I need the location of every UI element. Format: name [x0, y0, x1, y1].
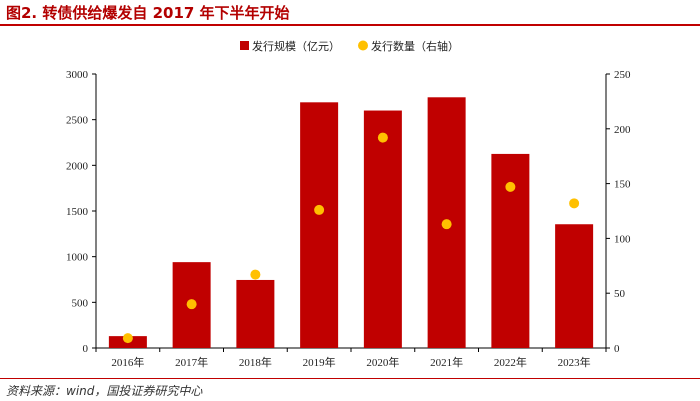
left-tick-label: 500: [72, 297, 89, 309]
right-tick-label: 250: [614, 69, 631, 81]
title-divider: [0, 24, 700, 26]
right-tick-label: 100: [614, 233, 631, 245]
bar: [363, 110, 402, 349]
x-tick-label: 2017年: [175, 355, 208, 369]
x-tick-label: 2022年: [494, 355, 527, 369]
left-tick-label: 1000: [66, 252, 89, 264]
source-note: 资料来源：wind，国投证券研究中心: [6, 384, 203, 398]
x-tick-label: 2021年: [430, 355, 463, 369]
legend-bar-swatch: [240, 41, 249, 50]
right-tick-label: 50: [614, 288, 626, 300]
footer-divider: [0, 378, 700, 379]
dot: [250, 269, 261, 280]
bar: [300, 102, 339, 349]
dot: [314, 204, 325, 215]
left-tick-label: 1500: [66, 206, 89, 218]
right-tick-label: 200: [614, 124, 631, 136]
figure-title: 图2. 转债供给爆发自 2017 年下半年开始: [6, 4, 290, 22]
x-tick-label: 2019年: [303, 355, 336, 369]
left-tick-label: 0: [83, 343, 89, 355]
right-tick-label: 0: [614, 343, 620, 355]
chart-axes: 0 500 1000 1500 2000 2500 3000 0 50 100 150 200 250 2…: [66, 69, 631, 369]
left-tick-label: 2000: [66, 160, 89, 172]
dot: [377, 132, 388, 143]
dot: [122, 333, 133, 344]
legend-dot-label: 发行数量（右轴）: [371, 39, 459, 53]
dot: [505, 181, 516, 192]
chart-legend: 发行规模（亿元） 发行数量（右轴）: [240, 39, 459, 53]
dot: [441, 219, 452, 230]
bar-series: [108, 97, 594, 349]
x-tick-label: 2016年: [111, 355, 144, 369]
left-tick-label: 3000: [66, 69, 89, 81]
x-tick-label: 2023年: [558, 355, 591, 369]
chart: 0 500 1000 1500 2000 2500 3000 0 50 100 150 200 250 2…: [66, 39, 631, 369]
x-tick-label: 2020年: [366, 355, 399, 369]
left-tick-label: 2500: [66, 115, 89, 127]
bar: [236, 279, 275, 348]
dot-series: [122, 132, 580, 344]
dot: [569, 198, 580, 209]
bar: [555, 224, 594, 348]
x-tick-label: 2018年: [239, 355, 272, 369]
right-tick-label: 150: [614, 179, 631, 191]
dot: [186, 299, 197, 310]
legend-dot-swatch: [358, 40, 368, 51]
legend-bar-label: 发行规模（亿元）: [252, 39, 340, 53]
